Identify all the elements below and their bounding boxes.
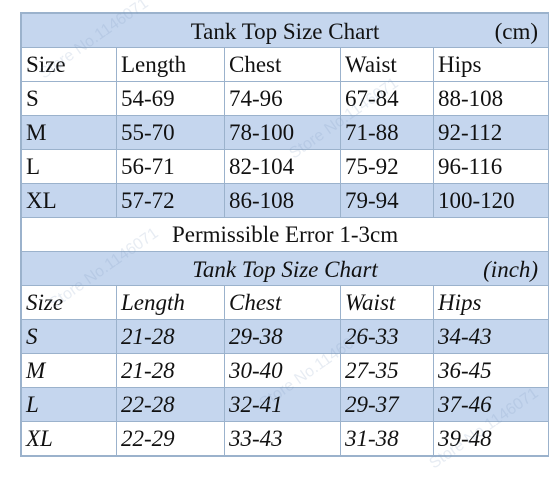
table-cell: M	[21, 115, 117, 150]
table-cell: 100-120	[432, 183, 550, 218]
cm-header-row: Size Length Chest Waist Hips	[21, 47, 550, 82]
table-cell: 79-94	[340, 183, 434, 218]
column-header: Length	[116, 285, 225, 320]
table-cell: 55-70	[116, 115, 225, 150]
table-cell: 92-112	[432, 115, 550, 150]
inch-title-row: Tank Top Size Chart (inch)	[20, 251, 550, 286]
table-cell: 71-88	[340, 115, 434, 150]
column-header: Waist	[340, 285, 434, 320]
column-header: Chest	[224, 285, 341, 320]
table-cell: 75-92	[340, 149, 434, 184]
table-cell: XL	[21, 421, 117, 456]
table-cell: M	[21, 353, 117, 388]
error-note-row: Permissible Error 1-3cm	[20, 217, 550, 252]
cm-title-row: Tank Top Size Chart (cm)	[20, 13, 550, 48]
table-cell: 96-116	[432, 149, 550, 184]
table-cell: S	[21, 81, 117, 116]
table-cell: 21-28	[116, 319, 225, 354]
cm-unit-label: (cm)	[494, 19, 539, 44]
table-cell: 22-28	[116, 387, 225, 422]
inch-table-title: Tank Top Size Chart	[192, 257, 378, 282]
table-cell: 27-35	[340, 353, 434, 388]
error-note: Permissible Error 1-3cm	[20, 217, 550, 252]
table-cell: 21-28	[116, 353, 225, 388]
table-cell: 82-104	[224, 149, 341, 184]
inch-unit-label: (inch)	[483, 257, 539, 282]
table-cell: XL	[21, 183, 117, 218]
size-table: Tank Top Size Chart (cm) Size Length Che…	[20, 13, 550, 456]
size-chart: Tank Top Size Chart (cm) Size Length Che…	[20, 12, 550, 457]
cm-table-title: Tank Top Size Chart	[190, 19, 380, 44]
table-cell: 37-46	[432, 387, 550, 422]
table-cell: 29-38	[224, 319, 341, 354]
table-cell: S	[21, 319, 117, 354]
table-cell: 34-43	[432, 319, 550, 354]
inch-header-row: Size Length Chest Waist Hips	[21, 285, 550, 320]
column-header: Length	[116, 47, 225, 82]
table-row: S 54-69 74-96 67-84 88-108	[21, 81, 550, 116]
table-cell: 78-100	[224, 115, 341, 150]
table-cell: 57-72	[116, 183, 225, 218]
table-cell: 88-108	[432, 81, 550, 116]
table-cell: 74-96	[224, 81, 341, 116]
table-row: XL 57-72 86-108 79-94 100-120	[21, 183, 550, 218]
table-cell: 32-41	[224, 387, 341, 422]
column-header: Chest	[224, 47, 341, 82]
table-row: M 21-28 30-40 27-35 36-45	[21, 353, 550, 388]
column-header: Waist	[340, 47, 434, 82]
table-cell: 22-29	[116, 421, 225, 456]
column-header: Size	[21, 47, 117, 82]
table-cell: 33-43	[224, 421, 341, 456]
table-cell: 29-37	[340, 387, 434, 422]
table-cell: 39-48	[432, 421, 550, 456]
table-cell: 86-108	[224, 183, 341, 218]
table-cell: 54-69	[116, 81, 225, 116]
table-cell: L	[21, 387, 117, 422]
table-cell: 30-40	[224, 353, 341, 388]
column-header: Hips	[432, 285, 550, 320]
table-cell: 31-38	[340, 421, 434, 456]
table-cell: 36-45	[432, 353, 550, 388]
table-cell: 67-84	[340, 81, 434, 116]
table-row: M 55-70 78-100 71-88 92-112	[21, 115, 550, 150]
table-cell: 56-71	[116, 149, 225, 184]
table-row: L 56-71 82-104 75-92 96-116	[21, 149, 550, 184]
column-header: Size	[21, 285, 117, 320]
column-header: Hips	[432, 47, 550, 82]
table-row: XL 22-29 33-43 31-38 39-48	[21, 421, 550, 456]
table-cell: L	[21, 149, 117, 184]
table-row: L 22-28 32-41 29-37 37-46	[21, 387, 550, 422]
table-cell: 26-33	[340, 319, 434, 354]
table-row: S 21-28 29-38 26-33 34-43	[21, 319, 550, 354]
